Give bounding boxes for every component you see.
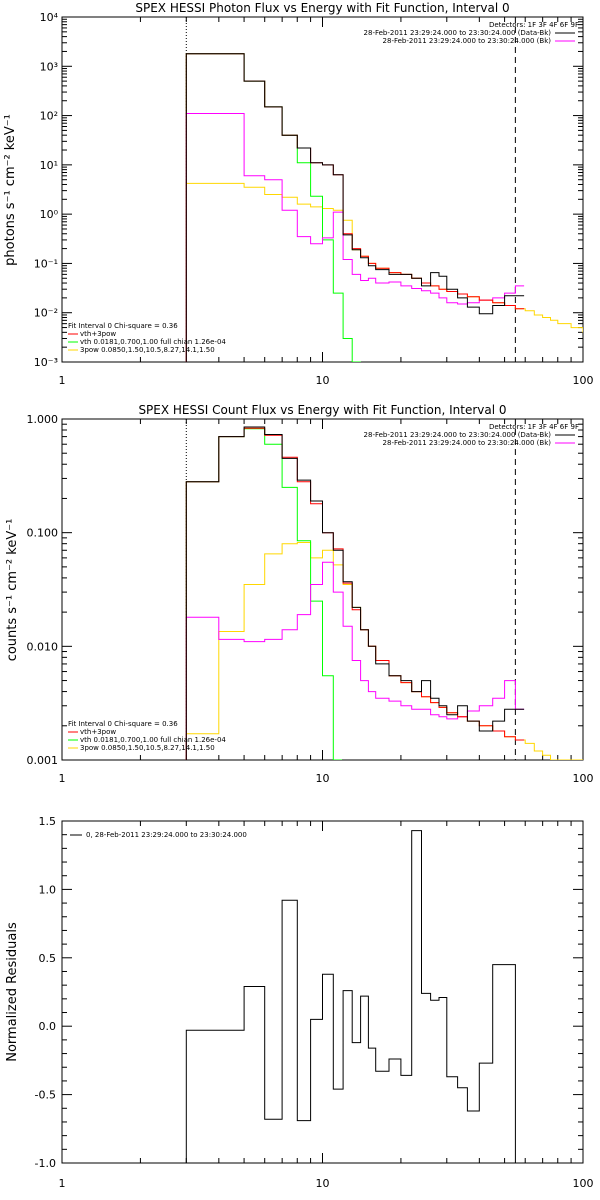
x-tick-label: 1 — [59, 772, 66, 785]
series-model-line — [185, 53, 525, 362]
series-vth-line — [185, 53, 361, 362]
y-axis-label: photons s⁻¹ cm⁻² keV⁻¹ — [3, 114, 18, 266]
legend-right-entry: Detectors: 1F 3F 4F 6F 9F — [489, 21, 579, 29]
legend-right-entry: 28-Feb-2011 23:29:24.000 to 23:30:24.000… — [364, 431, 552, 439]
y-tick-label: 1.0 — [39, 883, 57, 896]
y-tick-label: 0.0 — [39, 1020, 57, 1033]
x-tick-label: 10 — [316, 374, 330, 387]
legend-left-entry: vth 0.0181,0.700,1.00 full chian 1.26e-0… — [80, 736, 226, 744]
x-tick-label: 1 — [59, 374, 66, 387]
panel-2: SPEX HESSI Count Flux vs Energy with Fit… — [5, 403, 594, 785]
legend-right-entry: 28-Feb-2011 23:29:24.000 to 23:30:24.000… — [364, 29, 552, 37]
series-bk-line — [185, 561, 525, 760]
y-axis-label: Normalized Residuals — [5, 922, 20, 1062]
panel-3: 1 10 100 -1.0 -0.5 0.0 0.5 1.0 1.5 Normalized Res… — [5, 815, 594, 1190]
x-tick-label: 100 — [573, 374, 594, 387]
chart-title: SPEX HESSI Count Flux vs Energy with Fit… — [138, 403, 506, 417]
y-tick-label: 0.5 — [39, 952, 57, 965]
y-tick-label: -0.5 — [35, 1089, 56, 1102]
chart-title: SPEX HESSI Photon Flux vs Energy with Fi… — [135, 1, 509, 15]
plot-frame — [61, 16, 584, 363]
x-tick-label: 10 — [316, 772, 330, 785]
y-tick-label: -1.0 — [35, 1157, 56, 1170]
series-data-line — [185, 426, 525, 760]
y-tick-label: 0.100 — [27, 527, 59, 540]
x-tick-label: 100 — [573, 1177, 594, 1190]
legend-left-entry: vth+3pow — [80, 330, 116, 338]
legend-left-entry: vth 0.0181,0.700,1.00 full chian 1.26e-0… — [80, 338, 226, 346]
y-tick-label: 10³ — [40, 60, 58, 73]
series-pow-line — [185, 542, 583, 760]
x-tick-label: 10 — [316, 1177, 330, 1190]
legend-left-entry: 3pow 0.0850,1.50,10.5,8.27,14.1,1.50 — [80, 744, 215, 752]
legend-right-entry: Detectors: 1F 3F 4F 6F 9F — [489, 423, 579, 431]
y-tick-label: 1.5 — [39, 815, 57, 828]
panel-1: SPEX HESSI Photon Flux vs Energy with Fi… — [3, 1, 594, 387]
y-tick-label: 10² — [40, 110, 58, 123]
x-tick-label: 100 — [573, 772, 594, 785]
series-model-line — [185, 427, 525, 760]
legend-left-entry: Fit Interval 0 Chi-square = 0.36 — [68, 322, 178, 330]
y-tick-label: 10¹ — [40, 159, 58, 172]
y-tick-label: 10⁻¹ — [34, 257, 58, 270]
legend-left-entry: vth+3pow — [80, 728, 116, 736]
series-bk-line — [185, 113, 525, 362]
x-tick-label: 1 — [59, 1177, 66, 1190]
y-tick-label: 10⁻² — [34, 307, 58, 320]
series-data-line — [185, 830, 525, 1163]
y-tick-label: 0.001 — [27, 754, 59, 767]
y-tick-label: 10⁻³ — [34, 356, 58, 369]
legend-entry: 0, 28-Feb-2011 23:29:24.000 to 23:30:24.… — [86, 831, 247, 839]
y-tick-label: 0.010 — [27, 640, 59, 653]
legend-right-entry: 28-Feb-2011 23:29:24.000 to 23:30:24.000… — [383, 37, 552, 45]
series-vth-line — [185, 428, 342, 760]
y-axis-label: counts s⁻¹ cm⁻² keV⁻¹ — [5, 519, 20, 662]
y-tick-label: 10⁴ — [40, 11, 59, 24]
y-tick-label: 10⁰ — [40, 208, 59, 221]
series-data-line — [185, 53, 525, 362]
y-tick-label: 1.000 — [27, 413, 59, 426]
legend-left-entry: Fit Interval 0 Chi-square = 0.36 — [68, 720, 178, 728]
legend-right-entry: 28-Feb-2011 23:29:24.000 to 23:30:24.000… — [383, 439, 552, 447]
legend-left-entry: 3pow 0.0850,1.50,10.5,8.27,14.1,1.50 — [80, 346, 215, 354]
